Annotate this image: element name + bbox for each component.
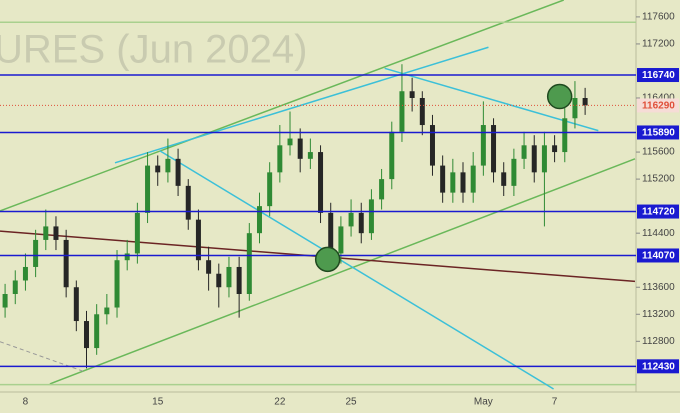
candle-body <box>145 165 151 213</box>
candle-body <box>572 98 578 119</box>
candle-body <box>33 239 39 267</box>
candle-body <box>541 145 547 173</box>
x-tick-label: 15 <box>152 397 164 408</box>
level-tag <box>637 204 679 219</box>
marker <box>314 246 341 273</box>
candle-body <box>379 179 385 200</box>
candle-body <box>195 219 201 261</box>
last-price-tag <box>637 98 679 113</box>
level-tag <box>637 359 679 374</box>
y-tick-label: 117600 <box>642 12 675 23</box>
candle-body <box>277 145 283 173</box>
candle-body <box>501 172 507 186</box>
trend-line <box>0 341 86 373</box>
candle-body <box>521 145 527 159</box>
candle-body <box>287 138 293 146</box>
candle-body <box>552 145 558 153</box>
level-label: 115890 <box>642 128 675 139</box>
candle-body <box>2 294 8 308</box>
candle-body <box>256 206 262 234</box>
candle-body <box>165 158 171 173</box>
level-label: 116740 <box>642 70 675 81</box>
trend-line <box>114 46 489 164</box>
candle-body <box>389 131 395 180</box>
x-tick-label: 8 <box>23 397 29 408</box>
y-tick-label: 113600 <box>642 282 675 293</box>
candle-body <box>175 158 181 186</box>
y-tick-label: 115200 <box>642 174 675 185</box>
candle-body <box>450 172 456 193</box>
candle-body <box>12 280 18 294</box>
y-tick-label: 115600 <box>642 147 675 158</box>
candle-body <box>297 138 303 159</box>
candle-body <box>480 125 486 166</box>
y-tick-label: 116400 <box>642 93 675 104</box>
candle-body <box>409 91 415 98</box>
y-tick-label: 113200 <box>642 309 675 320</box>
level-tag <box>637 248 679 263</box>
y-tick-label: 112800 <box>642 336 675 347</box>
candle-body <box>582 98 588 106</box>
candle-body <box>460 172 466 193</box>
level-tag <box>637 68 679 83</box>
x-tick-label: 7 <box>552 397 558 408</box>
marker <box>546 83 573 110</box>
candle-body <box>134 212 140 254</box>
candle-body <box>440 165 446 193</box>
candle-body <box>206 260 212 274</box>
candle-body <box>83 321 89 349</box>
candle-body <box>124 253 130 261</box>
candle-body <box>53 226 59 240</box>
candle-body <box>491 125 497 173</box>
candle-body <box>328 212 334 254</box>
candle-body <box>358 212 364 234</box>
candle-body <box>307 152 313 159</box>
candle-body <box>43 226 49 240</box>
candle-body <box>94 314 100 349</box>
y-tick-label: 117200 <box>642 39 675 50</box>
candle-body <box>429 125 435 166</box>
level-label: 114720 <box>642 207 675 218</box>
candle-body <box>155 165 161 173</box>
watermark: URES (Jun 2024) <box>0 28 307 72</box>
candle-body <box>470 165 476 193</box>
trend-line <box>0 0 565 212</box>
level-tag <box>637 125 679 140</box>
candle-body <box>216 273 222 288</box>
x-tick-label: 25 <box>346 397 358 408</box>
candle-body <box>531 145 537 173</box>
candle-body <box>318 152 324 213</box>
candle-body <box>104 307 110 315</box>
candle-body <box>246 233 252 294</box>
trend-line <box>49 158 636 385</box>
candle-body <box>338 226 344 254</box>
candle-body <box>399 91 405 132</box>
candle-body <box>511 158 517 186</box>
candle-body <box>348 212 354 227</box>
candle-body <box>114 260 120 308</box>
trend-line <box>159 150 554 390</box>
candle-body <box>73 287 79 322</box>
candle-body <box>368 199 374 234</box>
candle-body <box>419 98 425 126</box>
candle-body <box>63 239 69 288</box>
candle-body <box>22 266 28 281</box>
level-label: 112430 <box>642 361 675 372</box>
candle-body <box>562 118 568 153</box>
candle-body <box>185 185 191 220</box>
level-label: 114070 <box>642 251 675 262</box>
last-price-label: 116290 <box>642 101 675 112</box>
candle-body <box>267 172 273 207</box>
y-tick-label: 114400 <box>642 228 675 239</box>
x-tick-label: May <box>474 397 493 408</box>
candle-body <box>226 266 232 288</box>
candle-body <box>236 266 242 294</box>
x-tick-label: 22 <box>274 397 286 408</box>
